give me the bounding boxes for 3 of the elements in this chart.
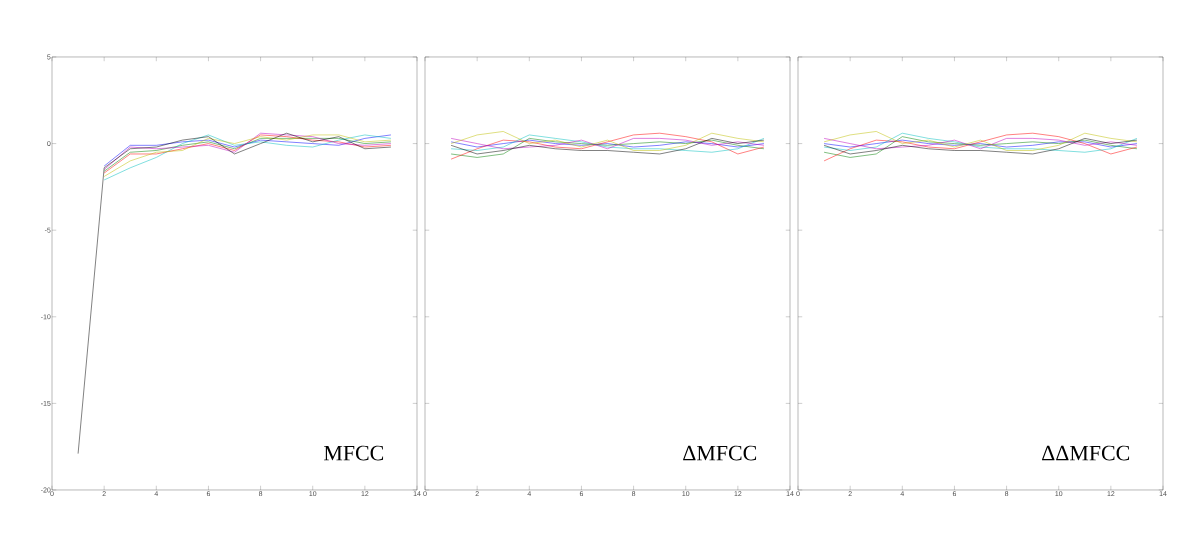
annotation: ΔΔMFCC [1042,445,1130,461]
annotation: ΔMFCC [683,445,757,461]
annotation: MFCC [324,445,384,461]
